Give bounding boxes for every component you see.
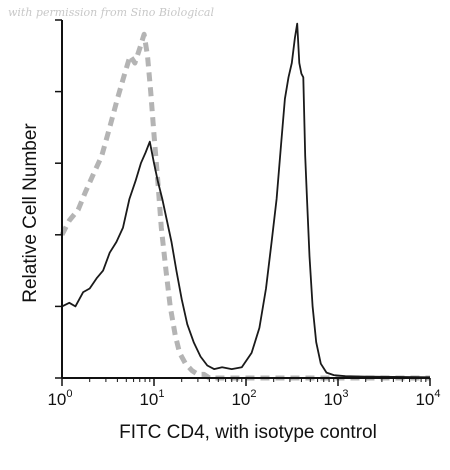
- y-ticks: [55, 19, 62, 379]
- watermark-text: with permission from Sino Biological: [8, 6, 215, 19]
- y-axis-title: Relative Cell Number: [20, 123, 41, 303]
- cd4-staining-line: [61, 22, 431, 379]
- axes-layer: 100 101 102 103 104: [47, 19, 441, 409]
- x-axis-title: FITC CD4, with isotype control: [119, 422, 377, 443]
- x-tick-label: 102: [231, 388, 256, 409]
- x-ticks: 100 101 102 103 104: [47, 378, 441, 409]
- x-tick-label: 100: [47, 388, 72, 409]
- x-tick-label: 104: [415, 388, 440, 409]
- isotype-control-line: [59, 31, 430, 381]
- series-layer: [59, 22, 431, 381]
- x-tick-label: 101: [139, 388, 164, 409]
- x-tick-label: 103: [323, 388, 348, 409]
